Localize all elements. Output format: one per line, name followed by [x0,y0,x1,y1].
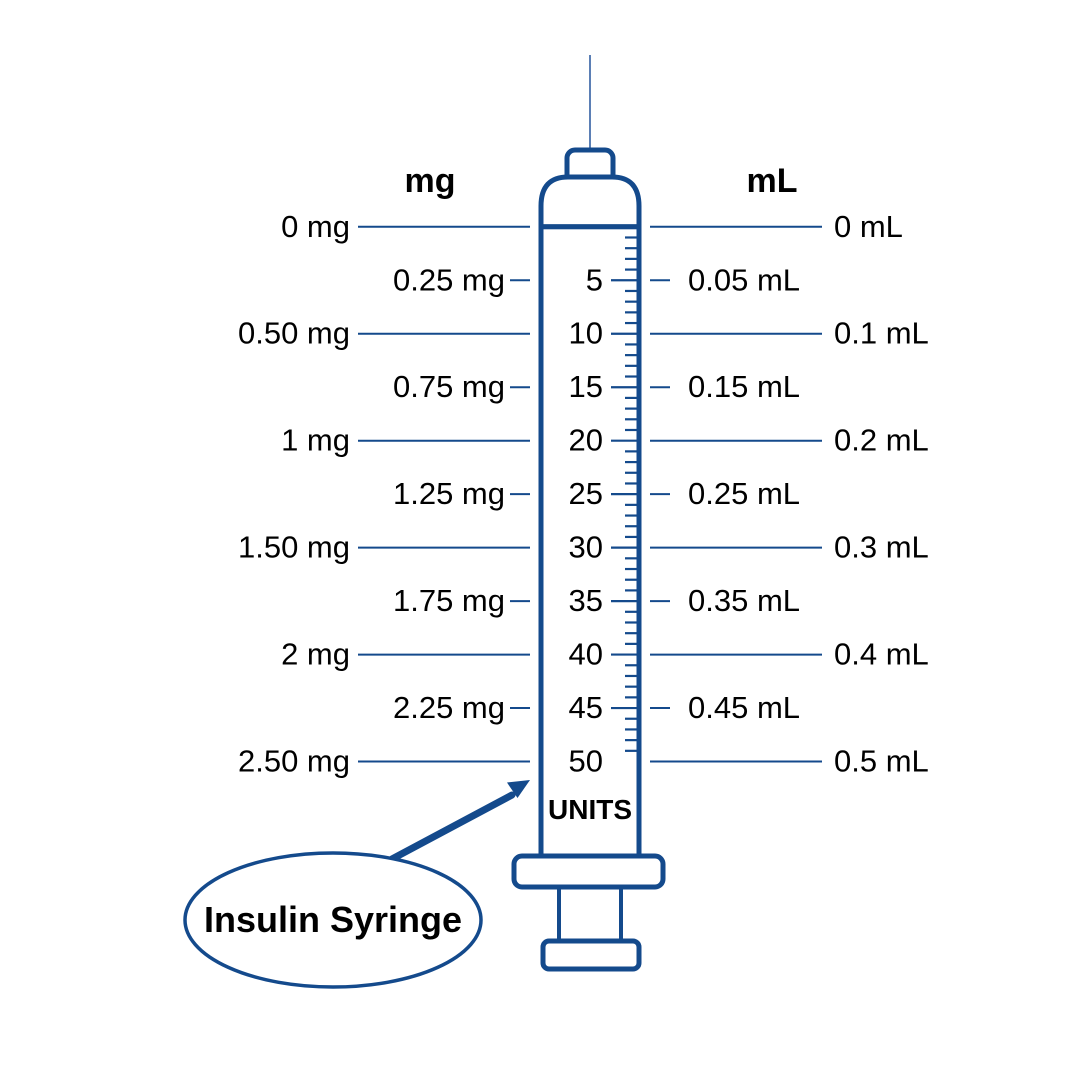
svg-text:15: 15 [569,369,603,404]
svg-text:10: 10 [569,316,603,351]
svg-text:45: 45 [569,690,603,725]
svg-text:20: 20 [569,423,603,458]
svg-text:mL: mL [747,162,798,200]
svg-text:1.75 mg: 1.75 mg [393,583,505,618]
svg-text:mg: mg [405,162,456,200]
svg-text:2.50 mg: 2.50 mg [238,744,350,779]
svg-text:5: 5 [586,262,603,297]
svg-text:0.1 mL: 0.1 mL [834,316,929,351]
svg-text:0.25 mL: 0.25 mL [688,476,800,511]
svg-text:2.25 mg: 2.25 mg [393,690,505,725]
svg-text:0 mL: 0 mL [834,209,903,244]
svg-text:0.25 mg: 0.25 mg [393,262,505,297]
svg-text:0.15 mL: 0.15 mL [688,369,800,404]
svg-text:0.2 mL: 0.2 mL [834,423,929,458]
svg-text:UNITS: UNITS [548,794,632,825]
svg-text:0.4 mL: 0.4 mL [834,637,929,672]
svg-text:Insulin Syringe: Insulin Syringe [204,899,462,940]
svg-text:0.3 mL: 0.3 mL [834,530,929,565]
svg-text:35: 35 [569,583,603,618]
svg-text:2 mg: 2 mg [281,637,350,672]
svg-text:1 mg: 1 mg [281,423,350,458]
svg-text:30: 30 [569,530,603,565]
svg-text:1.50 mg: 1.50 mg [238,530,350,565]
svg-text:0.75 mg: 0.75 mg [393,369,505,404]
svg-text:0 mg: 0 mg [281,209,350,244]
svg-text:0.50 mg: 0.50 mg [238,316,350,351]
svg-text:0.35 mL: 0.35 mL [688,583,800,618]
svg-text:50: 50 [569,744,603,779]
svg-text:0.5 mL: 0.5 mL [834,744,929,779]
svg-text:1.25 mg: 1.25 mg [393,476,505,511]
svg-text:40: 40 [569,637,603,672]
svg-text:0.45 mL: 0.45 mL [688,690,800,725]
svg-text:25: 25 [569,476,603,511]
svg-text:0.05 mL: 0.05 mL [688,262,800,297]
